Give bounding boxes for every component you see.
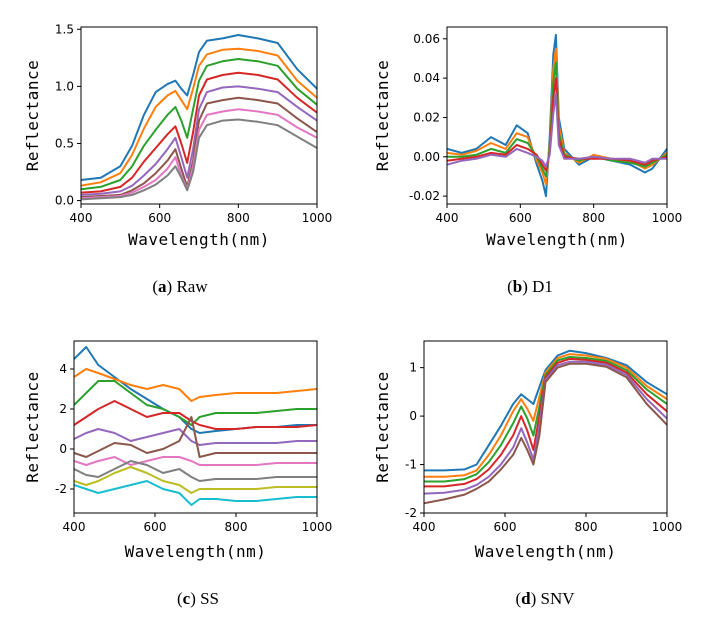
series-line-sample-8 [74, 460, 317, 482]
axes-frame [446, 26, 668, 205]
panel-caption: (c) SS [177, 589, 219, 608]
y-tick-label: 2 [59, 402, 67, 416]
panel-ss: 400 600 800 1000 -2 0 2 4 Wavelength(nm) Reflecta… [23, 340, 333, 608]
series-group [447, 33, 667, 198]
series-line-sample-8 [81, 118, 317, 201]
y-tick-label: 0 [59, 442, 67, 456]
y-tick-label: 0.0 [55, 194, 74, 208]
axes-frame [73, 340, 318, 514]
x-tick-label: 600 [494, 520, 517, 534]
y-tick-label: 0.04 [413, 71, 440, 85]
x-tick-label: 1000 [302, 520, 333, 534]
y-tick-label: -1 [405, 458, 417, 472]
x-tick-label: 600 [148, 211, 171, 225]
x-tick-label: 400 [70, 211, 93, 225]
series-line-sample-3 [81, 58, 317, 191]
series-line-sample-5 [447, 92, 667, 168]
x-tick-label: 600 [144, 520, 167, 534]
panel-raw: 400 600 800 1000 0.0 0.5 1.0 1.5 Wavelength(nm) R… [23, 22, 332, 296]
x-axis-label: Wavelength(nm) [486, 230, 628, 249]
axes-frame [80, 26, 318, 205]
y-tick-label: 1.0 [55, 79, 74, 93]
y-tick-label: 4 [59, 362, 67, 376]
series-line-sample-9 [74, 466, 317, 494]
series-line-sample-2 [81, 47, 317, 187]
y-tick-label: 0 [409, 409, 417, 423]
series-line-sample-1 [424, 349, 667, 472]
series-line-sample-4 [81, 71, 317, 194]
y-axis-label: Reflectance [373, 371, 392, 482]
y-tick-label: 0.02 [413, 110, 440, 124]
x-tick-label: 1000 [652, 520, 683, 534]
x-axis-label: Wavelength(nm) [475, 542, 617, 561]
panel-caption: (b) D1 [507, 277, 553, 296]
x-tick-label: 1000 [302, 211, 333, 225]
y-tick-label: 0.5 [55, 136, 74, 150]
series-line-sample-5 [74, 428, 317, 446]
x-tick-label: 400 [63, 520, 86, 534]
panel-caption: (d) SNV [515, 589, 575, 608]
panel-caption: (a) Raw [152, 277, 208, 296]
series-line-sample-2 [424, 353, 667, 478]
x-axis-label: Wavelength(nm) [128, 230, 270, 249]
series-line-sample-4 [424, 357, 667, 488]
x-tick-label: 400 [436, 211, 459, 225]
y-tick-label: 0.06 [413, 32, 440, 46]
y-axis-label: Reflectance [23, 371, 42, 482]
y-axis-label: Reflectance [373, 60, 392, 171]
x-tick-label: 400 [413, 520, 436, 534]
x-axis-label: Wavelength(nm) [125, 542, 267, 561]
series-line-sample-3 [74, 380, 317, 426]
y-tick-label: -2 [405, 506, 417, 520]
y-tick-label: -0.02 [409, 189, 440, 203]
x-tick-label: 1000 [652, 211, 683, 225]
y-tick-label: 0.00 [413, 150, 440, 164]
series-group [81, 34, 317, 201]
x-tick-label: 800 [227, 211, 250, 225]
panel-d1: 400 600 800 1000 -0.02 0.00 0.02 0.04 0.06 Wavele… [373, 26, 683, 296]
series-line-sample-3 [424, 356, 667, 483]
series-group [74, 346, 317, 506]
series-line-sample-7 [74, 456, 317, 466]
y-tick-label: -2 [55, 482, 67, 496]
y-axis-label: Reflectance [23, 60, 42, 171]
y-tick-label: 1.5 [55, 22, 74, 36]
series-line-sample-6 [74, 416, 317, 458]
series-line-sample-2 [74, 368, 317, 402]
x-tick-label: 800 [582, 211, 605, 225]
series-line-sample-4 [74, 400, 317, 430]
series-line-sample-1 [81, 34, 317, 181]
x-tick-label: 600 [509, 211, 532, 225]
y-tick-label: 1 [409, 361, 417, 375]
panel-snv: 400 600 800 1000 -2 -1 0 1 Wavelength(nm) Reflect… [373, 340, 683, 608]
x-tick-label: 800 [225, 520, 248, 534]
series-line-sample-6 [424, 362, 667, 505]
series-group [424, 349, 667, 505]
series-line-sample-5 [81, 85, 317, 196]
axes-frame [423, 340, 668, 514]
x-tick-label: 800 [575, 520, 598, 534]
series-line-sample-10 [74, 480, 317, 506]
